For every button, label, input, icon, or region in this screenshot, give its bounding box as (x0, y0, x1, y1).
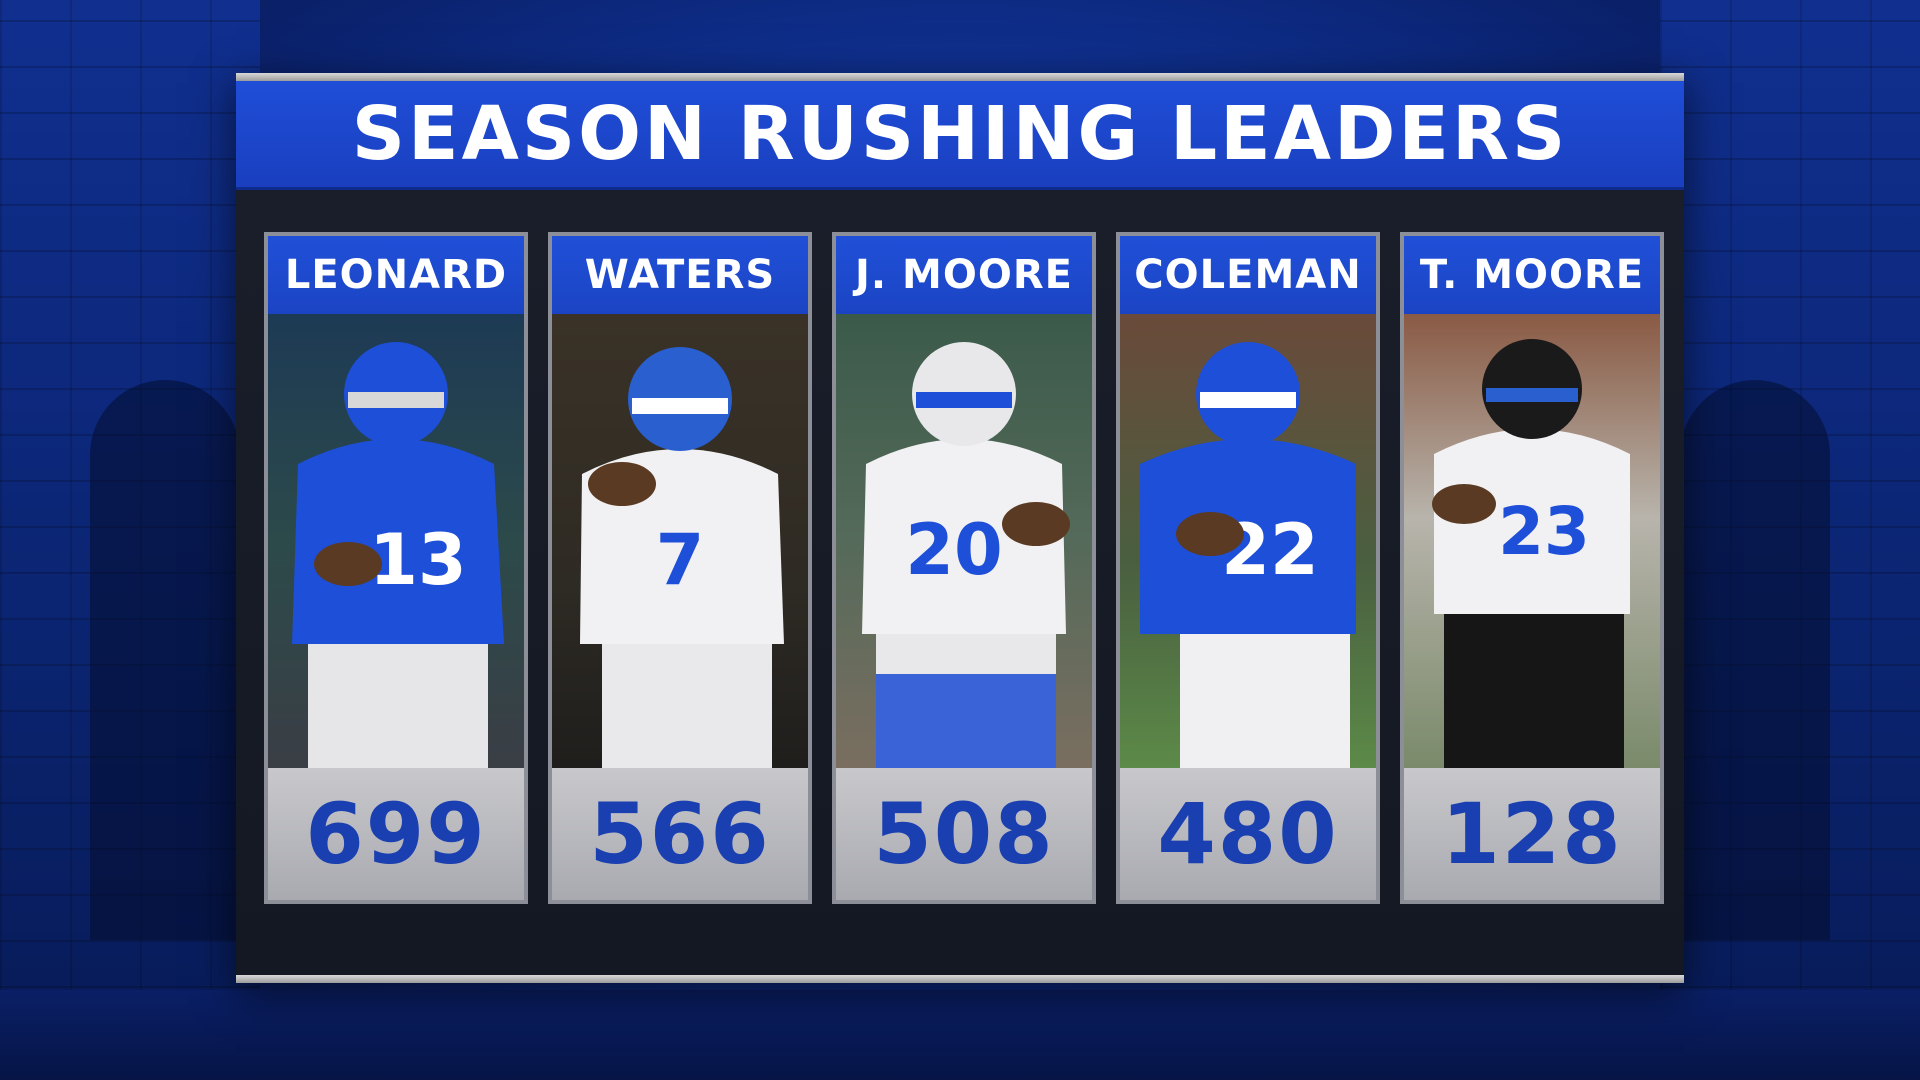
player-card: T. MOORE 23 128 (1400, 232, 1664, 904)
player-name-bar: WATERS (552, 236, 808, 314)
rushing-yards-box: 480 (1120, 768, 1376, 900)
background-floor (0, 990, 1920, 1080)
jersey-number: 7 (656, 519, 705, 601)
rushing-yards-box: 508 (836, 768, 1092, 900)
page-title: SEASON RUSHING LEADERS (351, 91, 1569, 177)
player-name-bar: LEONARD (268, 236, 524, 314)
jersey-number: 13 (369, 519, 466, 601)
rushing-yards-box: 699 (268, 768, 524, 900)
rushing-yards-box: 566 (552, 768, 808, 900)
player-name: WATERS (584, 252, 776, 298)
jersey-number: 20 (905, 509, 1002, 591)
rushing-yards: 480 (1157, 785, 1339, 883)
player-figure: 23 (1432, 339, 1630, 768)
rushing-yards-box: 128 (1404, 768, 1660, 900)
jersey-number: 23 (1498, 493, 1590, 570)
background-arch-right (1660, 0, 1920, 1080)
title-bar: SEASON RUSHING LEADERS (236, 81, 1684, 190)
player-name-bar: T. MOORE (1404, 236, 1660, 314)
player-card: LEONARD 13 699 (264, 232, 528, 904)
player-photo: 23 (1404, 314, 1660, 768)
player-photo: 13 (268, 314, 524, 768)
player-name: COLEMAN (1134, 252, 1362, 298)
rushing-yards: 566 (589, 785, 771, 883)
player-card: WATERS 7 566 (548, 232, 812, 904)
board-top-trim (236, 73, 1684, 81)
player-photo: 22 (1120, 314, 1376, 768)
player-name-bar: J. MOORE (836, 236, 1092, 314)
board-bottom-trim (236, 975, 1684, 983)
rushing-yards: 699 (305, 785, 487, 883)
player-cards: LEONARD 13 699 WATERS (264, 232, 1664, 904)
player-figure: 20 (862, 342, 1070, 768)
player-card: J. MOORE 20 508 (832, 232, 1096, 904)
player-figure: 22 (1140, 342, 1356, 768)
player-photo: 7 (552, 314, 808, 768)
player-photo: 20 (836, 314, 1092, 768)
rushing-yards: 128 (1441, 785, 1623, 883)
background-arch-left (0, 0, 260, 1080)
player-name: LEONARD (284, 252, 508, 298)
player-card: COLEMAN 22 480 (1116, 232, 1380, 904)
rushing-yards: 508 (873, 785, 1055, 883)
player-figure: 7 (580, 347, 784, 768)
player-name-bar: COLEMAN (1120, 236, 1376, 314)
player-figure: 13 (292, 342, 504, 768)
player-name: J. MOORE (855, 252, 1073, 298)
player-name: T. MOORE (1419, 252, 1645, 298)
